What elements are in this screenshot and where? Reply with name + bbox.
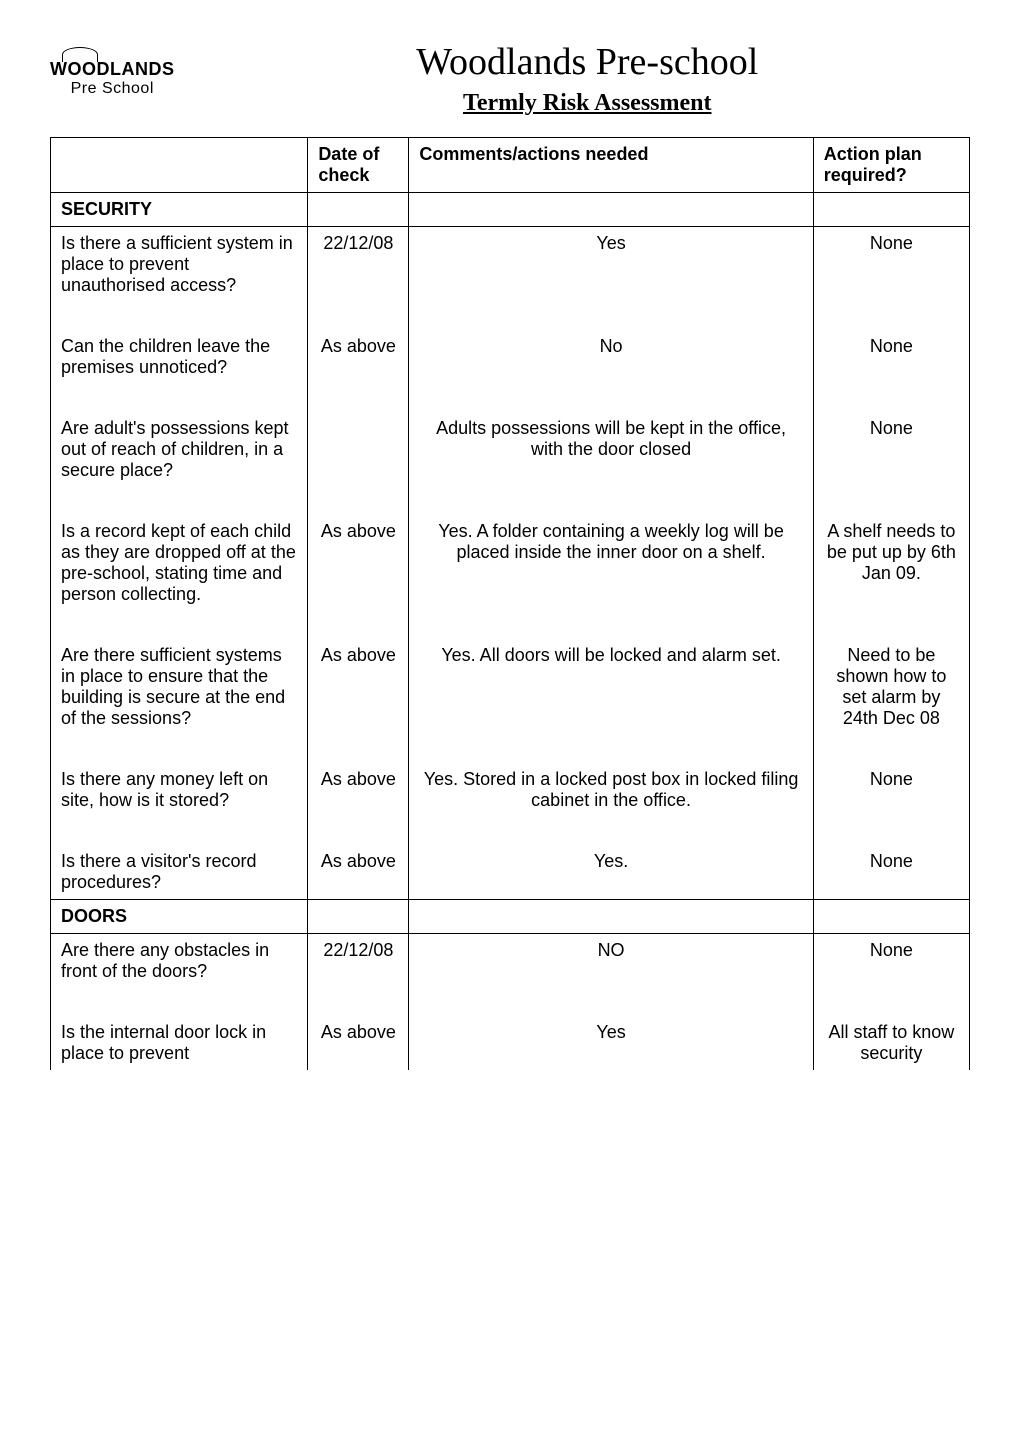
logo-top-text: WOODLANDS: [50, 59, 175, 80]
date-cell: As above: [308, 330, 409, 384]
table-row: Are adult's possessions kept out of reac…: [51, 412, 970, 487]
header-comments: Comments/actions needed: [409, 138, 813, 193]
spacer-row: [51, 487, 970, 515]
action-cell: A shelf needs to be put up by 6th Jan 09…: [813, 515, 969, 611]
comment-cell: Yes. All doors will be locked and alarm …: [409, 639, 813, 735]
section-name: SECURITY: [51, 193, 308, 227]
date-cell: 22/12/08: [308, 934, 409, 989]
section-blank: [409, 900, 813, 934]
section-header-row: DOORS: [51, 900, 970, 934]
table-row: Are there sufficient systems in place to…: [51, 639, 970, 735]
section-blank: [813, 900, 969, 934]
date-cell: As above: [308, 1016, 409, 1070]
table-row: Is a record kept of each child as they a…: [51, 515, 970, 611]
section-blank: [308, 193, 409, 227]
header-date: Date of check: [308, 138, 409, 193]
comment-cell: NO: [409, 934, 813, 989]
table-row: Is there any money left on site, how is …: [51, 763, 970, 817]
spacer-row: [51, 611, 970, 639]
spacer-row: [51, 988, 970, 1016]
date-cell: As above: [308, 845, 409, 900]
comment-cell: Adults possessions will be kept in the o…: [409, 412, 813, 487]
subtitle: Termly Risk Assessment: [205, 90, 971, 117]
action-cell: None: [813, 412, 969, 487]
table-row: Are there any obstacles in front of the …: [51, 934, 970, 989]
date-cell: As above: [308, 515, 409, 611]
table-row: Is the internal door lock in place to pr…: [51, 1016, 970, 1070]
date-cell: [308, 412, 409, 487]
action-cell: None: [813, 763, 969, 817]
action-cell: None: [813, 227, 969, 303]
section-blank: [813, 193, 969, 227]
section-name: DOORS: [51, 900, 308, 934]
question-cell: Is there a sufficient system in place to…: [51, 227, 308, 303]
question-cell: Is there any money left on site, how is …: [51, 763, 308, 817]
question-cell: Are adult's possessions kept out of reac…: [51, 412, 308, 487]
date-cell: 22/12/08: [308, 227, 409, 303]
spacer-row: [51, 302, 970, 330]
date-cell: As above: [308, 763, 409, 817]
woodlands-logo: WOODLANDS Pre School: [50, 59, 175, 98]
question-cell: Is the internal door lock in place to pr…: [51, 1016, 308, 1070]
comment-cell: Yes.: [409, 845, 813, 900]
action-cell: Need to be shown how to set alarm by 24t…: [813, 639, 969, 735]
comment-cell: Yes: [409, 227, 813, 303]
header-action: Action plan required?: [813, 138, 969, 193]
comment-cell: Yes. Stored in a locked post box in lock…: [409, 763, 813, 817]
question-cell: Are there sufficient systems in place to…: [51, 639, 308, 735]
section-blank: [409, 193, 813, 227]
risk-assessment-table: Date of check Comments/actions needed Ac…: [50, 137, 970, 1070]
header-blank: [51, 138, 308, 193]
question-cell: Are there any obstacles in front of the …: [51, 934, 308, 989]
table-header-row: Date of check Comments/actions needed Ac…: [51, 138, 970, 193]
spacer-row: [51, 817, 970, 845]
section-header-row: SECURITY: [51, 193, 970, 227]
logo-bottom-text: Pre School: [71, 80, 154, 98]
question-cell: Is there a visitor's record procedures?: [51, 845, 308, 900]
document-header: WOODLANDS Pre School Woodlands Pre-schoo…: [50, 40, 970, 117]
spacer-row: [51, 384, 970, 412]
section-blank: [308, 900, 409, 934]
comment-cell: Yes. A folder containing a weekly log wi…: [409, 515, 813, 611]
spacer-row: [51, 735, 970, 763]
question-cell: Is a record kept of each child as they a…: [51, 515, 308, 611]
title-block: Woodlands Pre-school Termly Risk Assessm…: [205, 40, 971, 117]
table-row: Is there a visitor's record procedures? …: [51, 845, 970, 900]
date-cell: As above: [308, 639, 409, 735]
action-cell: None: [813, 330, 969, 384]
comment-cell: No: [409, 330, 813, 384]
comment-cell: Yes: [409, 1016, 813, 1070]
question-cell: Can the children leave the premises unno…: [51, 330, 308, 384]
main-title: Woodlands Pre-school: [205, 40, 971, 84]
action-cell: None: [813, 845, 969, 900]
table-row: Is there a sufficient system in place to…: [51, 227, 970, 303]
action-cell: None: [813, 934, 969, 989]
action-cell: All staff to know security: [813, 1016, 969, 1070]
table-row: Can the children leave the premises unno…: [51, 330, 970, 384]
